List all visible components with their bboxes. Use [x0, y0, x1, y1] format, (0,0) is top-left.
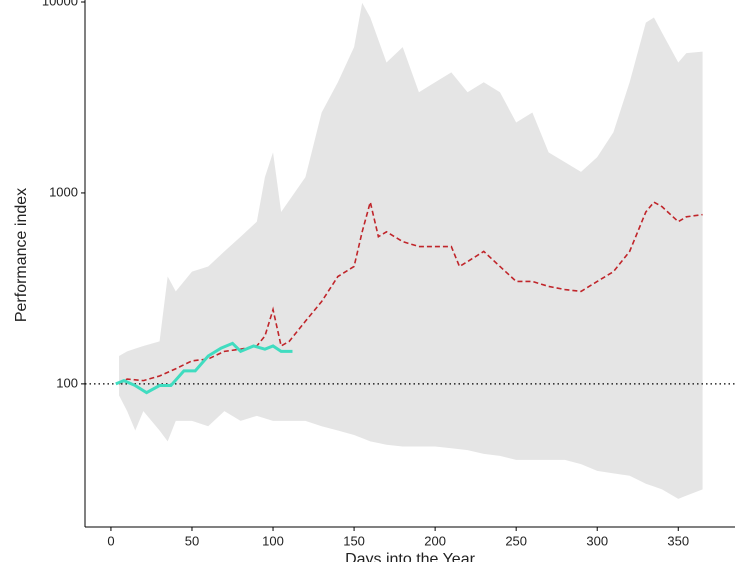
x-tick-label: 50 — [185, 533, 199, 548]
x-tick-label: 300 — [586, 533, 608, 548]
y-tick-label: 10000 — [42, 0, 78, 8]
x-tick-label: 200 — [424, 533, 446, 548]
y-axis-title: Performance index — [13, 188, 30, 322]
series-line — [118, 201, 703, 385]
x-tick-label: 100 — [262, 533, 284, 548]
y-tick-label: 1000 — [49, 184, 78, 199]
range-band — [119, 2, 703, 499]
x-tick-label: 350 — [667, 533, 689, 548]
x-tick-label: 150 — [343, 533, 365, 548]
x-tick-label: 0 — [107, 533, 114, 548]
series-line — [115, 341, 293, 395]
x-tick-label: 250 — [505, 533, 527, 548]
y-tick-label: 100 — [56, 375, 78, 390]
x-axis-title: Days into the Year — [345, 551, 476, 562]
